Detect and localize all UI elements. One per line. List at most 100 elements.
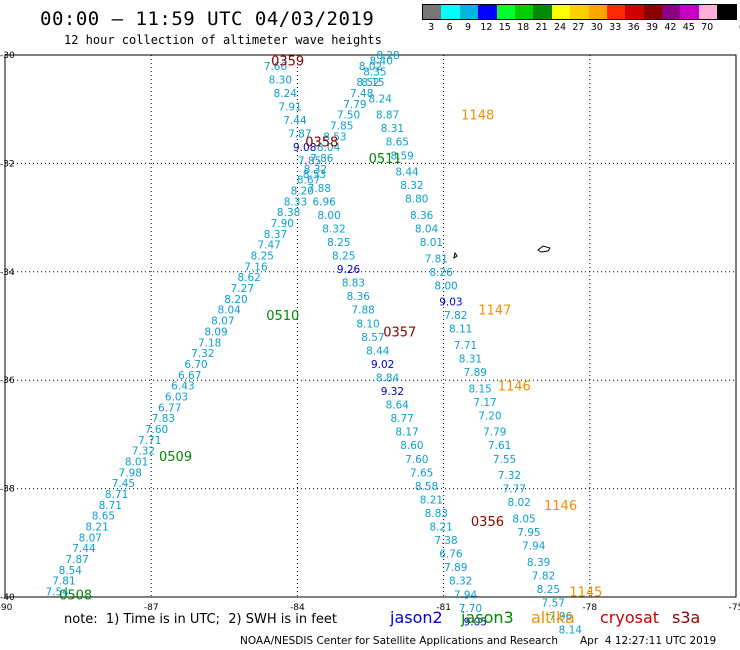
wave-height-point: 7.82 (532, 570, 555, 582)
pass-time-label: 0509 (159, 450, 192, 465)
wave-height-point: 9.03 (439, 297, 462, 309)
wave-height-point: 7.87 (65, 554, 88, 566)
x-tick-label: -84 (290, 603, 305, 613)
wave-height-point: 6.70 (184, 359, 207, 371)
wave-height-point: 8.36 (347, 291, 371, 303)
wave-height-point: 7.85 (330, 120, 353, 132)
wave-height-point: 7.54 (45, 587, 69, 599)
wave-height-point: 7.79 (483, 427, 506, 439)
wave-height-point: 8.62 (237, 272, 260, 284)
wave-height-point: 8.31 (459, 354, 482, 366)
wave-height-point: 9.02 (371, 359, 394, 371)
wave-height-point: 8.24 (369, 93, 393, 105)
legend-swatch (459, 5, 479, 19)
wave-height-point: 8.25 (251, 251, 274, 263)
wave-height-point: 8.44 (366, 345, 390, 357)
wave-height-point: 8.04 (415, 223, 439, 235)
wave-height-point: 7.70 (459, 603, 482, 615)
legend-label: 9 (464, 22, 472, 33)
legend-label: 45 (682, 22, 695, 33)
wave-height-point: 8.15 (361, 77, 384, 89)
wave-height-point: 7.96 (549, 611, 573, 623)
legend-swatch (717, 5, 736, 19)
legend-swatch (551, 5, 571, 19)
wave-height-point: 8.25 (327, 237, 350, 249)
wave-height-point: 8.65 (92, 511, 115, 523)
wave-height-point: 7.95 (517, 527, 540, 539)
wave-height-point: 7.45 (112, 478, 135, 490)
wave-height-point: 8.01 (420, 237, 443, 249)
x-tick-label: -90 (0, 603, 13, 613)
wave-height-point: 7.94 (522, 541, 546, 553)
wave-height-point: 8.21 (420, 494, 443, 506)
wave-height-point: 7.88 (351, 305, 374, 317)
legend-swatch (496, 5, 515, 19)
wave-height-point: 8.38 (277, 207, 300, 219)
x-tick-label: -75 (729, 603, 740, 613)
legend-swatch (423, 5, 442, 19)
wave-height-point: 8.25 (332, 251, 355, 263)
pass-time-label: 1147 (478, 304, 511, 319)
wave-height-point: 8.32 (449, 576, 472, 588)
wave-height-point: 7.90 (271, 218, 294, 230)
pass-time-label: 0358 (305, 136, 338, 151)
wave-height-point: 6.67 (178, 370, 201, 382)
wave-height-point: 7.55 (493, 454, 516, 466)
legend-label: 6 (446, 22, 453, 33)
wave-height-point: 8.21 (429, 522, 452, 534)
wave-height-point: 8.36 (410, 210, 434, 222)
legend-label: 21 (535, 22, 548, 33)
wave-height-point: 8.35 (363, 66, 386, 78)
pass-time-label: 0508 (59, 588, 92, 603)
wave-height-point: 7.32 (132, 446, 155, 458)
wave-height-point: 7.98 (119, 467, 142, 479)
wave-height-point: 7.83 (152, 413, 175, 425)
wave-height-point: 8.20 (291, 186, 314, 198)
legend-label: 18 (517, 22, 530, 33)
wave-height-point: 8.71 (105, 489, 128, 501)
chart-subtitle: 12 hour collection of altimeter wave hei… (64, 33, 382, 47)
satellite-legend-item: jason3 (461, 608, 514, 627)
wave-height-point: 8.07 (79, 532, 102, 544)
wave-height-point: 8.59 (390, 150, 413, 162)
legend-label: 30 (590, 22, 603, 33)
legend-label: 12 (480, 22, 493, 33)
wave-height-point: 7.44 (283, 115, 307, 127)
pass-time-label: 0359 (271, 54, 304, 69)
wave-height-point: 7.32 (191, 348, 214, 360)
legend-color-bar (422, 4, 737, 20)
wave-height-point: 7.50 (337, 110, 360, 122)
satellite-legend-item: cryosat (600, 608, 660, 627)
legend-swatch (662, 5, 681, 19)
wave-height-point: 8.26 (429, 267, 453, 279)
satellite-legend-item: s3a (672, 608, 701, 627)
wave-height-point: 8.83 (425, 508, 448, 520)
wave-height-point: 6.03 (165, 391, 188, 403)
wave-height-point: 7.65 (410, 467, 433, 479)
x-tick-label: -78 (582, 603, 597, 613)
legend-swatch (441, 5, 460, 19)
wave-height-point: 9.05 (464, 616, 487, 628)
wave-height-point: 8.44 (395, 167, 419, 179)
wave-height-point: 8.21 (85, 522, 108, 534)
satellite-legend-item: altika (531, 608, 575, 627)
pass-time-label: 1145 (569, 586, 602, 601)
wave-height-point: 7.81 (425, 253, 448, 265)
legend-swatch (606, 5, 626, 19)
wave-height-point: 8.04 (217, 305, 241, 317)
wave-height-point: 8.15 (468, 383, 491, 395)
satellite-legend-item: jason2 (390, 608, 443, 627)
wave-height-point: 7.79 (343, 99, 366, 111)
wave-height-point: 8.32 (322, 223, 345, 235)
wave-height-point: 8.77 (390, 413, 413, 425)
wave-height-point: 7.61 (488, 440, 511, 452)
wave-height-point: 7.94 (454, 589, 478, 601)
wave-height-point: 8.84 (376, 372, 400, 384)
x-tick-label: -81 (436, 603, 451, 613)
wave-height-point: 7.81 (52, 576, 75, 588)
wave-height-point: 9.26 (337, 264, 361, 276)
wave-height-point: 8.05 (512, 513, 535, 525)
wave-height-point: 8.54 (59, 565, 83, 577)
wave-height-point: 8.71 (99, 500, 122, 512)
